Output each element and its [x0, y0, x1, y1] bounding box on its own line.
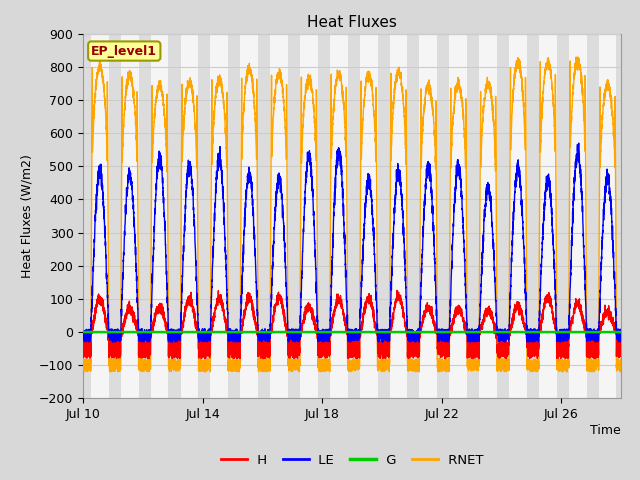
- Y-axis label: Heat Fluxes (W/m2): Heat Fluxes (W/m2): [20, 154, 33, 278]
- Line: LE: LE: [83, 143, 621, 342]
- LE: [611, 286, 619, 291]
- G: [260, 329, 268, 335]
- RNET: [101, 96, 109, 101]
- LE: [101, 235, 109, 240]
- Bar: [139, 34, 150, 398]
- Text: EP_level1: EP_level1: [92, 45, 157, 58]
- G: [175, 329, 183, 335]
- Bar: [198, 34, 211, 398]
- H: [564, 356, 572, 361]
- H: [617, 339, 625, 345]
- G: [617, 329, 625, 335]
- LE: [79, 338, 87, 344]
- Line: RNET: RNET: [83, 57, 621, 372]
- Bar: [258, 34, 270, 398]
- LE: [260, 333, 268, 338]
- Bar: [288, 34, 300, 398]
- RNET: [415, 369, 423, 375]
- Bar: [557, 34, 569, 398]
- H: [179, 323, 186, 329]
- Bar: [378, 34, 390, 398]
- Bar: [587, 34, 598, 398]
- H: [79, 336, 87, 342]
- G: [179, 329, 186, 335]
- H: [611, 325, 619, 331]
- RNET: [179, 147, 186, 153]
- H: [101, 314, 109, 320]
- LE: [575, 140, 582, 146]
- H: [399, 309, 407, 314]
- Legend:  H,  LE,  G,  RNET: H, LE, G, RNET: [216, 448, 488, 472]
- Line: H: H: [83, 290, 621, 359]
- Bar: [228, 34, 240, 398]
- RNET: [260, 361, 268, 367]
- G: [399, 329, 407, 335]
- Bar: [437, 34, 449, 398]
- LE: [617, 339, 625, 345]
- H: [393, 288, 401, 293]
- RNET: [617, 363, 625, 369]
- LE: [176, 336, 184, 342]
- Bar: [83, 34, 91, 398]
- RNET: [399, 96, 407, 102]
- Bar: [348, 34, 360, 398]
- Bar: [497, 34, 509, 398]
- Bar: [408, 34, 419, 398]
- Bar: [467, 34, 479, 398]
- G: [611, 329, 618, 335]
- RNET: [175, 359, 183, 365]
- RNET: [79, 360, 87, 365]
- G: [79, 329, 87, 335]
- Bar: [527, 34, 539, 398]
- Title: Heat Fluxes: Heat Fluxes: [307, 15, 397, 30]
- Bar: [109, 34, 121, 398]
- LE: [179, 268, 186, 274]
- Bar: [168, 34, 180, 398]
- H: [260, 340, 268, 346]
- RNET: [572, 54, 580, 60]
- RNET: [611, 162, 619, 168]
- LE: [399, 210, 407, 216]
- LE: [109, 339, 116, 345]
- Text: Time: Time: [590, 424, 621, 437]
- Bar: [318, 34, 330, 398]
- G: [101, 329, 109, 335]
- H: [175, 354, 183, 360]
- Bar: [616, 34, 621, 398]
